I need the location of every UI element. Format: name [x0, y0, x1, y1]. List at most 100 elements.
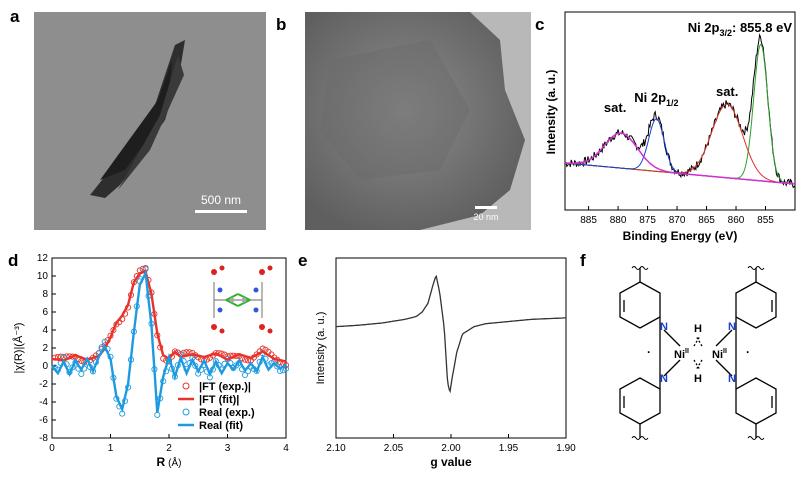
exafs-y-tick-label: 2: [42, 343, 48, 354]
exafs-xlabel-unit: (Å): [168, 456, 181, 469]
xps-x-tick-label: 855: [757, 215, 774, 226]
xps-x-tick-label: 865: [698, 215, 715, 226]
n-label-2: N: [660, 373, 668, 385]
ni-right-text: Ni: [712, 349, 723, 361]
ft-fit-line: [51, 269, 287, 363]
exafs-y-tick-label: 10: [37, 271, 49, 282]
scale-label-b: 20 nm: [473, 212, 498, 222]
h-label-top: H: [694, 323, 702, 335]
exafs-x-tick-label: 3: [225, 443, 231, 454]
scale-bar-a: [195, 210, 247, 213]
real-exp-point: [274, 363, 281, 370]
epr-x-tick-label: 2.05: [384, 443, 404, 454]
ni-label-right: NiII: [712, 348, 727, 361]
exafs-xlabel: R (Å): [156, 455, 181, 469]
panel-label-b: b: [276, 15, 286, 34]
n-label-4: N: [728, 373, 736, 385]
exafs-y-tick-label: 0: [42, 361, 48, 372]
xps-annotation-main-suffix: : 855.8 eV: [732, 20, 792, 35]
epr-curve: [335, 274, 566, 394]
exafs-y-tick-label: -8: [39, 433, 48, 444]
n-label-3: N: [728, 321, 736, 333]
legend-label: |FT (fit)|: [199, 394, 239, 406]
legend-label: Real (fit): [199, 420, 243, 432]
exafs-x-tick-label: 1: [108, 443, 114, 454]
xps-x-tick-label: 875: [639, 215, 656, 226]
real-exp-point: [154, 411, 161, 418]
xps-x-ticks: 885 880 875 870 865 860 855: [580, 206, 774, 226]
xps-x-tick-label: 860: [728, 215, 745, 226]
sem-image: 500 nm: [34, 12, 266, 230]
ft-exp-point: [171, 348, 178, 355]
exafs-legend: |FT (exp.)||FT (fit)|Real (exp.)Real (fi…: [178, 381, 255, 432]
radical-dot-right: ·: [746, 345, 750, 359]
xps-annotation-ni12-prefix: Ni 2p: [634, 90, 666, 105]
panel-label-c: c: [535, 15, 544, 34]
exafs-curves: [51, 264, 290, 418]
xps-ylabel: Intensity (a. u.): [544, 70, 558, 155]
xps-raw-curve: [564, 33, 796, 189]
exafs-x-tick-label: 0: [49, 443, 55, 454]
xps-annotation-main-peak: Ni 2p3/2: 855.8 eV: [688, 20, 793, 38]
xps-annotation-main-prefix: Ni 2p: [688, 20, 720, 35]
epr-xlabel: g value: [430, 455, 472, 469]
legend-label: |FT (exp.)|: [199, 381, 251, 393]
xps-sat2-fit: [565, 132, 796, 185]
real-fit-line: [51, 269, 287, 413]
xps-main-peak-fit: [564, 43, 796, 185]
ni-right-ox: II: [723, 348, 727, 355]
legend-label: Real (exp.): [199, 407, 255, 419]
ni-left-text: Ni: [674, 349, 685, 361]
xps-curves: [564, 33, 796, 189]
structure-labels: N N N N NiII NiII H H · ·: [647, 321, 750, 385]
xps-annotation-sat-left: sat.: [604, 100, 626, 115]
xps-annotation-sat-right: sat.: [716, 84, 738, 99]
panel-label-f: f: [580, 251, 586, 270]
legend-marker: [182, 382, 190, 390]
xps-x-tick-label: 885: [580, 215, 597, 226]
tem-image: 20 nm: [305, 12, 531, 230]
exafs-y-tick-label: -6: [39, 415, 48, 426]
exafs-ylabel: |χ(R)|(Å⁻³): [12, 323, 25, 374]
xps-chart: 885 880 875 870 865 860 855 Intensity (a. u.) …: [544, 11, 796, 243]
epr-x-tick-label: 2.00: [441, 443, 461, 454]
exafs-y-tick-label: -2: [39, 379, 48, 390]
real-exp-point: [78, 370, 85, 378]
epr-x-tick-label: 1.95: [499, 443, 519, 454]
xps-annotation-ni12: Ni 2p1/2: [634, 90, 678, 108]
exafs-y-tick-label: -4: [39, 397, 48, 408]
xps-annotation-ni12-sub: 1/2: [666, 98, 679, 108]
scale-bar-b: [475, 206, 497, 209]
exafs-x-tick-label: 2: [166, 443, 172, 454]
exafs-x-tick-label: 4: [283, 443, 289, 454]
exafs-y-tick-label: 6: [42, 307, 48, 318]
xps-satellite-fit: [564, 103, 796, 185]
epr-signal-line: [335, 274, 566, 394]
molecule-inset: [211, 265, 273, 334]
exafs-y-tick-label: 8: [42, 289, 48, 300]
panel-label-e: e: [298, 251, 307, 270]
xps-x-tick-label: 870: [669, 215, 686, 226]
ni-left-ox: II: [685, 348, 689, 355]
exafs-xlabel-prefix: R: [156, 455, 165, 469]
epr-chart: 2.10 2.05 2.00 1.95 1.90 Intensity (a. u.) g…: [315, 257, 576, 469]
real-exp-point: [282, 365, 290, 372]
legend-marker: [182, 408, 190, 416]
panel-label-d: d: [8, 251, 18, 270]
panel-label-a: a: [10, 7, 20, 26]
epr-x-tick-label: 1.90: [556, 443, 576, 454]
epr-x-ticks: 2.10 2.05 2.00 1.95 1.90: [326, 434, 576, 454]
xps-xlabel: Binding Energy (eV): [623, 229, 738, 243]
exafs-y-tick-label: 12: [37, 253, 49, 264]
epr-x-tick-label: 2.10: [326, 443, 346, 454]
xps-annotation-main-sub: 3/2: [719, 28, 732, 38]
ni-dimer-structure: [619, 266, 777, 440]
n-label-1: N: [660, 321, 668, 333]
scale-label-a: 500 nm: [201, 193, 241, 207]
exafs-y-tick-label: 4: [42, 325, 48, 336]
ni-label-left: NiII: [674, 348, 689, 361]
radical-dot-left: ·: [647, 345, 651, 359]
